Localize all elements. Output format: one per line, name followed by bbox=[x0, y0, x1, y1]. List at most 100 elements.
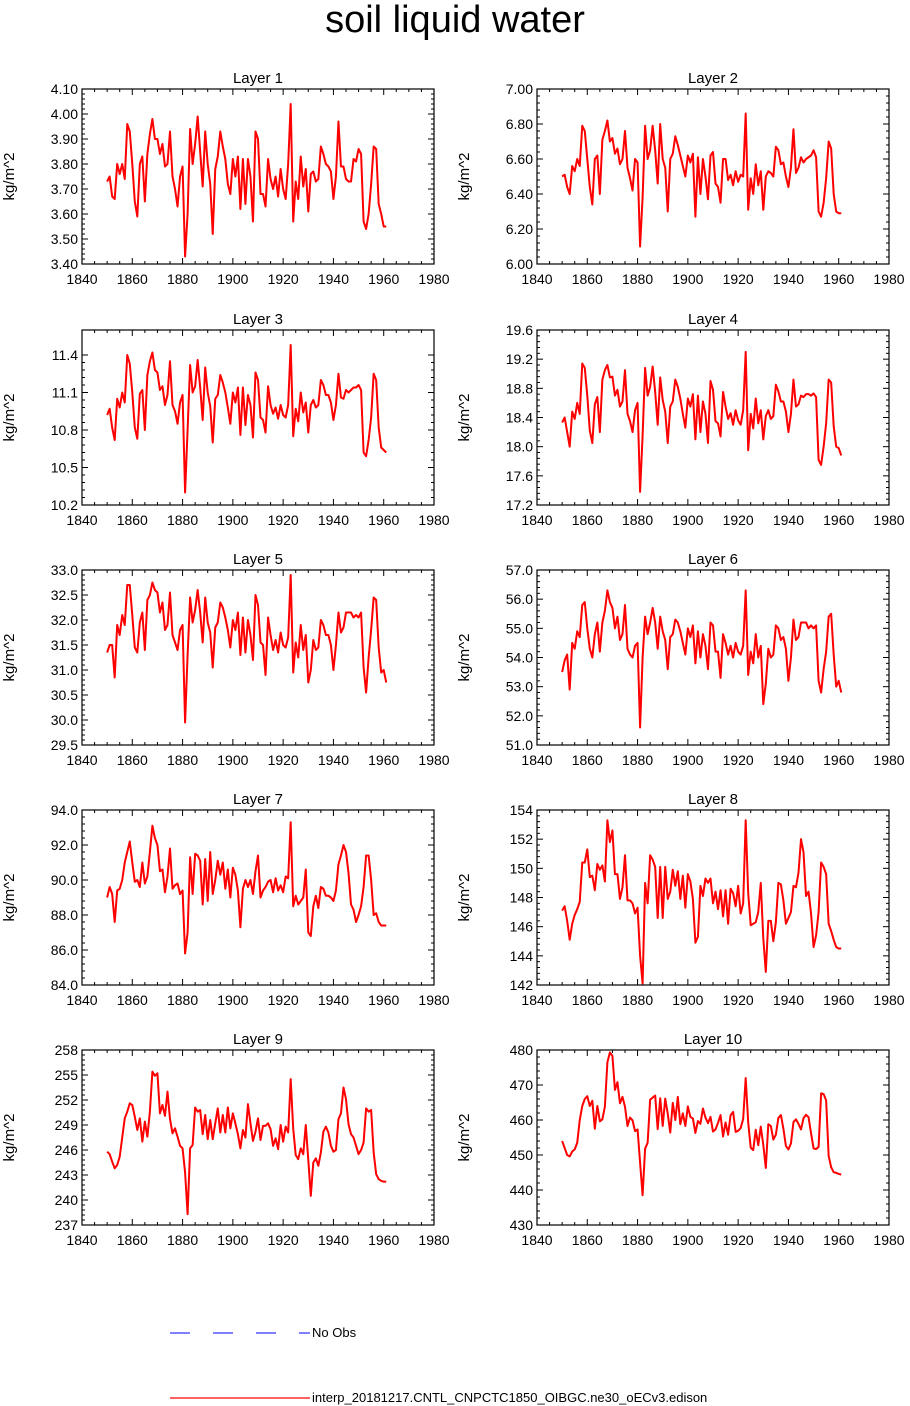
panel-layer-7: Layer 7 kg/m^2 1840 1860 1880 1900 1920 1940 196… bbox=[0, 781, 455, 1022]
y-tick-label: 3.70 bbox=[51, 181, 78, 197]
y-axis-label: kg/m^2 bbox=[1, 153, 18, 201]
y-tick-label: 460 bbox=[510, 1112, 534, 1128]
y-axis-label: kg/m^2 bbox=[456, 634, 473, 682]
chart-layer-1: Layer 1 kg/m^2 1840 1860 1880 1900 1920 1940 196… bbox=[1, 70, 450, 287]
y-axis-label: kg/m^2 bbox=[456, 1114, 473, 1162]
panel-layer-5: Layer 5 kg/m^2 1840 1860 1880 1900 1920 1940 196… bbox=[0, 541, 455, 782]
x-tick-label: 1840 bbox=[521, 1232, 552, 1248]
x-tick-label: 1980 bbox=[418, 752, 449, 768]
y-tick-label: 148 bbox=[510, 890, 534, 906]
x-tick-label: 1900 bbox=[217, 512, 248, 528]
y-tick-label: 255 bbox=[55, 1067, 79, 1083]
y-tick-label: 3.50 bbox=[51, 231, 78, 247]
y-tick-label: 240 bbox=[55, 1192, 79, 1208]
plot-frame bbox=[81, 88, 435, 265]
y-tick-label: 470 bbox=[510, 1077, 534, 1093]
x-tick-label: 1940 bbox=[773, 512, 804, 528]
x-tick-label: 1860 bbox=[572, 1232, 603, 1248]
x-tick-label: 1920 bbox=[723, 992, 754, 1008]
plot-frame bbox=[81, 809, 435, 986]
x-tick-label: 1840 bbox=[66, 512, 97, 528]
plot-frame bbox=[81, 329, 435, 506]
chart-layer-6: Layer 6 kg/m^2 1840 1860 1880 1900 1920 1940 196… bbox=[456, 551, 905, 768]
y-tick-label: 142 bbox=[510, 977, 534, 993]
panel-layer-3: Layer 3 kg/m^2 1840 1860 1880 1900 1920 1940 196… bbox=[0, 301, 455, 542]
x-tick-label: 1880 bbox=[622, 512, 653, 528]
panel-layer-8: Layer 8 kg/m^2 1840 1860 1880 1900 1920 1940 196… bbox=[455, 781, 910, 1022]
x-tick-label: 1900 bbox=[672, 1232, 703, 1248]
y-tick-label: 94.0 bbox=[51, 802, 78, 818]
chart-title: Layer 3 bbox=[233, 311, 283, 328]
y-tick-label: 30.5 bbox=[51, 687, 78, 703]
x-tick-label: 1860 bbox=[572, 512, 603, 528]
x-tick-label: 1900 bbox=[217, 752, 248, 768]
plot-frame bbox=[536, 329, 890, 506]
y-tick-label: 3.80 bbox=[51, 156, 78, 172]
panel-layer-9: Layer 9 kg/m^2 1840 1860 1880 1900 1920 1940 196… bbox=[0, 1021, 455, 1262]
y-axis-label: kg/m^2 bbox=[1, 394, 18, 442]
chart-title: Layer 1 bbox=[233, 70, 283, 87]
legend-lines bbox=[170, 1332, 310, 1399]
y-tick-label: 30.0 bbox=[51, 712, 78, 728]
y-axis-label: kg/m^2 bbox=[1, 874, 18, 922]
x-tick-label: 1860 bbox=[117, 512, 148, 528]
x-tick-label: 1900 bbox=[672, 992, 703, 1008]
series-line bbox=[561, 589, 843, 729]
y-tick-label: 19.6 bbox=[506, 322, 533, 338]
plot-frame bbox=[536, 1049, 890, 1226]
y-tick-label: 10.5 bbox=[51, 460, 78, 476]
x-tick-label: 1860 bbox=[572, 752, 603, 768]
y-tick-label: 150 bbox=[510, 860, 534, 876]
panel-layer-6: Layer 6 kg/m^2 1840 1860 1880 1900 1920 1940 196… bbox=[455, 541, 910, 782]
x-tick-label: 1880 bbox=[622, 992, 653, 1008]
chart-title: Layer 6 bbox=[688, 551, 738, 568]
x-tick-label: 1880 bbox=[622, 271, 653, 287]
y-tick-label: 146 bbox=[510, 919, 534, 935]
y-tick-label: 246 bbox=[55, 1142, 79, 1158]
y-tick-label: 3.60 bbox=[51, 206, 78, 222]
x-tick-label: 1940 bbox=[318, 752, 349, 768]
y-tick-label: 6.00 bbox=[506, 256, 533, 272]
series-line bbox=[106, 344, 387, 494]
x-tick-label: 1840 bbox=[521, 512, 552, 528]
x-tick-label: 1940 bbox=[318, 1232, 349, 1248]
x-tick-label: 1940 bbox=[773, 992, 804, 1008]
y-tick-label: 56.0 bbox=[506, 591, 533, 607]
x-tick-label: 1980 bbox=[418, 992, 449, 1008]
x-tick-label: 1920 bbox=[268, 992, 299, 1008]
x-tick-label: 1960 bbox=[368, 752, 399, 768]
x-tick-label: 1860 bbox=[117, 752, 148, 768]
chart-title: Layer 9 bbox=[233, 1031, 283, 1048]
y-tick-label: 6.40 bbox=[506, 186, 533, 202]
plot-frame bbox=[81, 1049, 435, 1226]
x-tick-label: 1920 bbox=[723, 512, 754, 528]
chart-layer-2: Layer 2 kg/m^2 1840 1860 1880 1900 1920 1940 196… bbox=[456, 70, 905, 287]
series-line bbox=[106, 1070, 387, 1216]
y-tick-label: 31.5 bbox=[51, 637, 78, 653]
y-tick-label: 440 bbox=[510, 1182, 534, 1198]
y-tick-label: 3.40 bbox=[51, 256, 78, 272]
series-line bbox=[561, 112, 842, 248]
x-tick-label: 1960 bbox=[823, 512, 854, 528]
x-tick-label: 1980 bbox=[418, 1232, 449, 1248]
x-tick-label: 1940 bbox=[318, 512, 349, 528]
x-tick-label: 1940 bbox=[773, 752, 804, 768]
x-tick-label: 1880 bbox=[167, 752, 198, 768]
y-tick-label: 54.0 bbox=[506, 650, 533, 666]
y-tick-label: 450 bbox=[510, 1147, 534, 1163]
legend-label-no-obs: No Obs bbox=[312, 1325, 357, 1340]
x-tick-label: 1840 bbox=[521, 271, 552, 287]
y-tick-label: 7.00 bbox=[506, 81, 533, 97]
y-tick-label: 33.0 bbox=[51, 562, 78, 578]
x-tick-label: 1960 bbox=[368, 271, 399, 287]
x-tick-label: 1840 bbox=[66, 1232, 97, 1248]
x-tick-label: 1880 bbox=[622, 752, 653, 768]
y-tick-label: 17.6 bbox=[506, 468, 533, 484]
y-tick-label: 18.0 bbox=[506, 439, 533, 455]
chart-title: Layer 2 bbox=[688, 70, 738, 87]
x-tick-label: 1860 bbox=[572, 271, 603, 287]
x-tick-label: 1900 bbox=[672, 512, 703, 528]
y-tick-label: 32.5 bbox=[51, 587, 78, 603]
x-tick-label: 1920 bbox=[268, 271, 299, 287]
x-tick-label: 1960 bbox=[823, 271, 854, 287]
